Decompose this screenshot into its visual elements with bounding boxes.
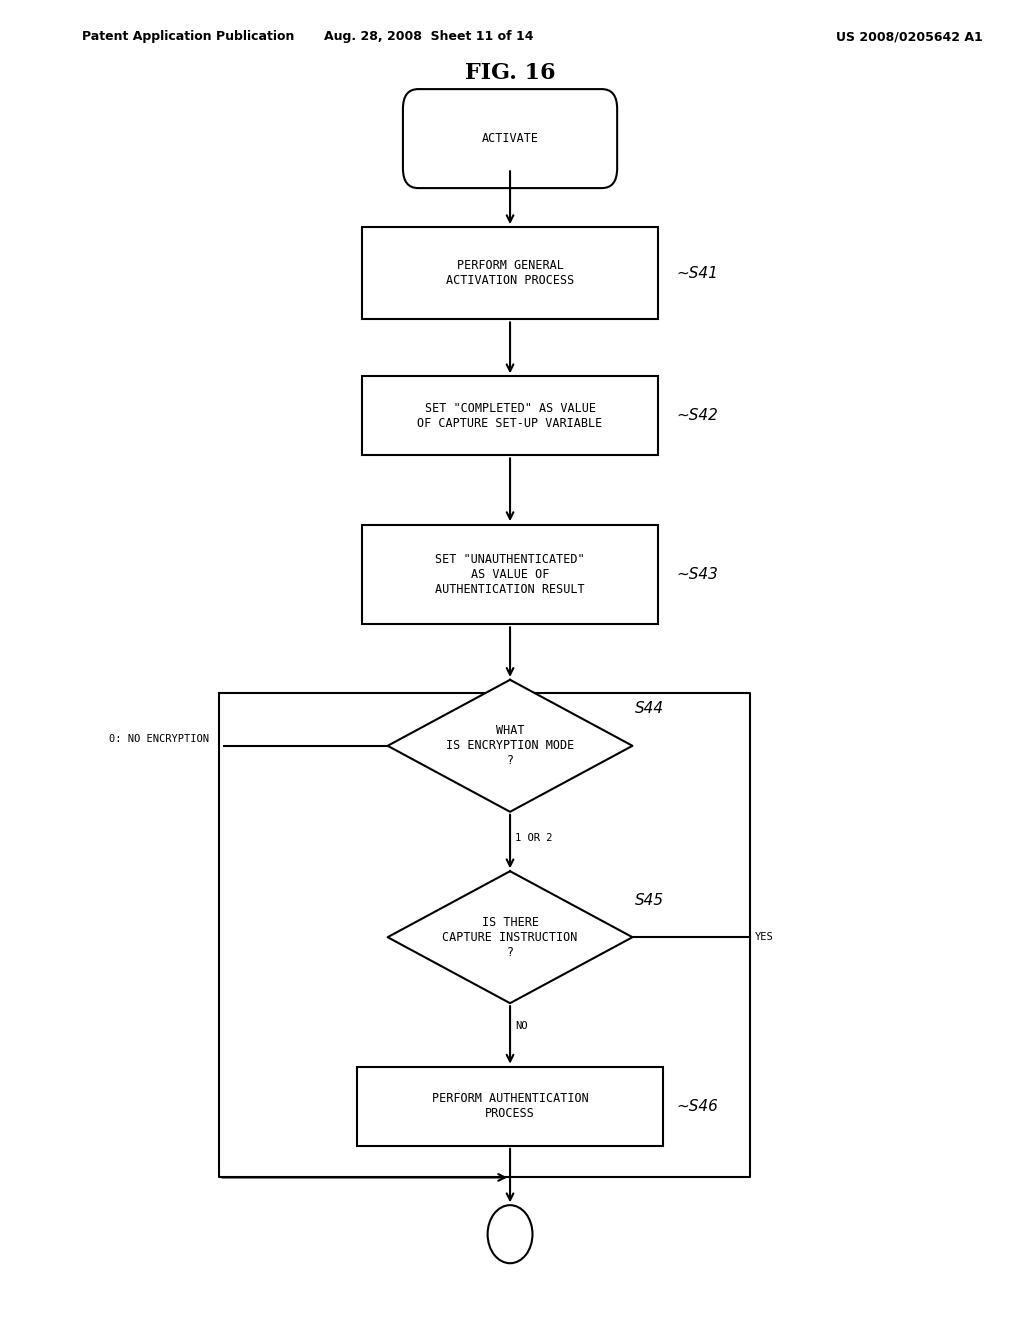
- Text: SET "UNAUTHENTICATED"
AS VALUE OF
AUTHENTICATION RESULT: SET "UNAUTHENTICATED" AS VALUE OF AUTHEN…: [435, 553, 585, 595]
- Text: 1 OR 2: 1 OR 2: [515, 833, 553, 843]
- Text: IS THERE
CAPTURE INSTRUCTION
?: IS THERE CAPTURE INSTRUCTION ?: [442, 916, 578, 958]
- Text: Aug. 28, 2008  Sheet 11 of 14: Aug. 28, 2008 Sheet 11 of 14: [324, 30, 534, 44]
- FancyBboxPatch shape: [402, 88, 617, 187]
- FancyBboxPatch shape: [362, 227, 658, 319]
- Text: ~S41: ~S41: [676, 265, 718, 281]
- Text: ~S43: ~S43: [676, 566, 718, 582]
- FancyBboxPatch shape: [362, 525, 658, 624]
- Polygon shape: [388, 871, 633, 1003]
- Text: 0: NO ENCRYPTION: 0: NO ENCRYPTION: [110, 734, 209, 744]
- Text: NO: NO: [515, 1020, 527, 1031]
- FancyBboxPatch shape: [362, 376, 658, 455]
- Text: PERFORM GENERAL
ACTIVATION PROCESS: PERFORM GENERAL ACTIVATION PROCESS: [445, 259, 574, 288]
- Text: S45: S45: [635, 892, 664, 908]
- Text: PERFORM AUTHENTICATION
PROCESS: PERFORM AUTHENTICATION PROCESS: [432, 1092, 589, 1121]
- Text: ~S42: ~S42: [676, 408, 718, 424]
- Text: YES: YES: [755, 932, 773, 942]
- Polygon shape: [388, 680, 633, 812]
- Text: ACTIVATE: ACTIVATE: [481, 132, 539, 145]
- Text: WHAT
IS ENCRYPTION MODE
?: WHAT IS ENCRYPTION MODE ?: [445, 725, 574, 767]
- Text: ~S46: ~S46: [676, 1098, 718, 1114]
- Text: Patent Application Publication: Patent Application Publication: [82, 30, 294, 44]
- Text: S44: S44: [635, 701, 664, 717]
- Text: SET "COMPLETED" AS VALUE
OF CAPTURE SET-UP VARIABLE: SET "COMPLETED" AS VALUE OF CAPTURE SET-…: [418, 401, 603, 430]
- Text: FIG. 16: FIG. 16: [465, 62, 555, 83]
- FancyBboxPatch shape: [357, 1067, 664, 1146]
- Text: US 2008/0205642 A1: US 2008/0205642 A1: [837, 30, 983, 44]
